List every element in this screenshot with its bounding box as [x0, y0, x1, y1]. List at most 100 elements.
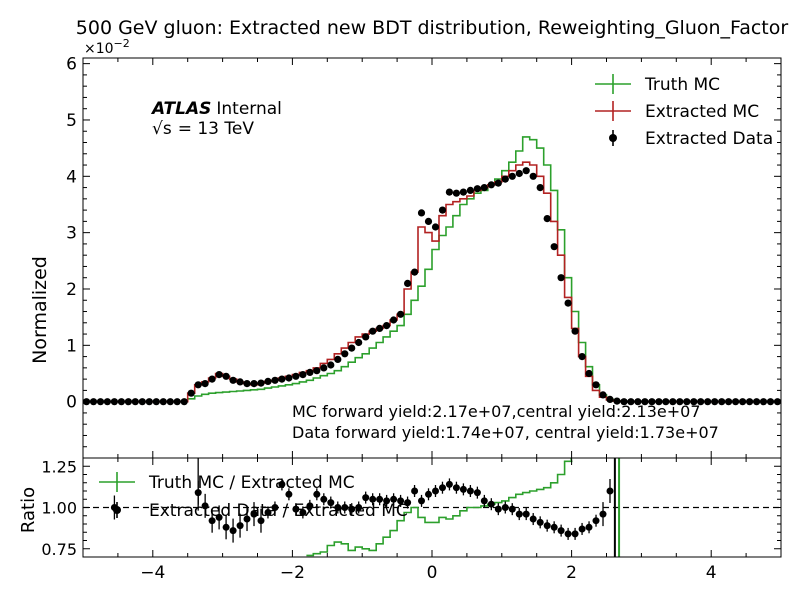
ratio-content: [83, 458, 781, 557]
energy-prefix: √s: [152, 119, 172, 139]
data-point: [124, 398, 132, 406]
data-point: [606, 395, 614, 403]
data-point: [543, 215, 551, 223]
ratio-data-point: [306, 502, 314, 510]
data-point: [725, 398, 733, 406]
data-point: [766, 398, 775, 406]
data-point: [117, 398, 125, 406]
data-point: [229, 376, 237, 384]
data-point: [424, 217, 433, 225]
atlas-label: ATLAS Internal: [150, 99, 282, 119]
data-point: [759, 398, 768, 406]
data-point: [648, 398, 656, 406]
data-point: [348, 344, 356, 352]
ratio-data-point: [571, 530, 579, 538]
ratio-data-point: [250, 510, 258, 518]
data-point: [634, 398, 642, 406]
ratio-data-point: [452, 484, 460, 492]
data-point: [278, 375, 286, 383]
data-point: [110, 398, 118, 406]
ratio-data-point: [299, 509, 307, 516]
data-point: [711, 398, 719, 406]
data-point: [508, 172, 516, 180]
y-tick-label: 4: [66, 167, 77, 187]
ratio-data-point: [292, 505, 300, 513]
energy-label: √s = 13 TeV: [152, 119, 254, 139]
ratio-data-point: [557, 527, 565, 535]
ratio-legend-label: Extracted Data / Extracted MC: [149, 501, 408, 521]
ratio-data-point: [515, 510, 523, 518]
data-point: [557, 274, 565, 282]
data-point: [313, 367, 321, 375]
ratio-legend-marker: [113, 506, 121, 514]
y-tick-label: 6: [66, 55, 77, 75]
data-point: [676, 398, 684, 406]
data-point: [166, 398, 174, 406]
data-point: [529, 172, 537, 180]
ratio-data-point: [599, 510, 607, 518]
data-point: [390, 316, 398, 324]
x-tick-label: −4: [140, 563, 165, 583]
data-point: [89, 398, 98, 406]
data-point: [522, 167, 530, 175]
data-point: [152, 398, 160, 406]
ratio-data-point: [480, 497, 488, 505]
ratio-data-point: [418, 497, 425, 505]
ratio-data-point: [508, 505, 516, 513]
ratio-data-point: [522, 510, 530, 518]
data-point: [473, 185, 481, 193]
y-multiplier-exponent: −2: [114, 37, 130, 50]
data-point: [362, 333, 370, 341]
ratio-data-point: [445, 480, 453, 488]
data-point: [334, 355, 342, 363]
ratio-data-point: [320, 495, 328, 503]
data-point: [697, 398, 705, 406]
data-point: [187, 389, 195, 397]
ratio-data-point: [411, 487, 419, 495]
data-point: [243, 380, 251, 388]
ratio-data-point: [529, 515, 537, 523]
ratio-data-point: [278, 480, 286, 488]
x-tick-label: 4: [706, 563, 717, 583]
data-point: [306, 368, 314, 376]
chart-title: 500 GeV gluon: Extracted new BDT distrib…: [76, 17, 789, 39]
ratio-data-point: [543, 522, 551, 530]
ratio-data-point: [459, 485, 467, 493]
legend-marker: [609, 134, 617, 142]
ratio-data-point: [383, 497, 391, 505]
data-point: [341, 350, 349, 358]
data-point: [613, 397, 621, 405]
ratio-data-point: [264, 509, 272, 516]
ratio-data-point: [473, 489, 481, 497]
y-axis-label: Normalized: [29, 256, 51, 364]
ratio-data-point: [369, 495, 377, 503]
data-point: [627, 398, 635, 406]
data-point: [103, 398, 111, 406]
data-point: [320, 364, 328, 372]
ratio-data-point: [578, 525, 586, 533]
data-point: [417, 209, 426, 217]
mc-yield-text: MC forward yield:2.17e+07,central yield:…: [292, 402, 701, 421]
ratio-data-point: [271, 504, 279, 511]
data-point: [578, 353, 586, 361]
ratio-data-point: [236, 522, 244, 530]
ratio-plot-area: −4 −2 0 2 4 0.75 1.00 1.25 Truth MC / Extracted …: [41, 457, 782, 583]
data-point: [452, 189, 460, 197]
data-point: [480, 184, 488, 192]
ratio-data-point: [390, 495, 398, 503]
y-multiplier-base: ×10: [84, 41, 114, 57]
data-point: [383, 322, 391, 330]
y-tick-label: 2: [66, 280, 77, 300]
data-point: [180, 398, 188, 406]
ratio-data-point: [397, 497, 405, 505]
y-tick-label: 5: [66, 111, 77, 131]
data-point: [285, 374, 293, 382]
data-point: [459, 188, 467, 196]
ratio-data-point: [201, 502, 209, 510]
data-point: [355, 338, 363, 347]
data-point: [704, 398, 712, 406]
ratio-data-point: [606, 487, 614, 495]
data-point: [466, 186, 474, 194]
truth-mc-histogram: [83, 136, 781, 403]
data-point: [292, 372, 300, 380]
